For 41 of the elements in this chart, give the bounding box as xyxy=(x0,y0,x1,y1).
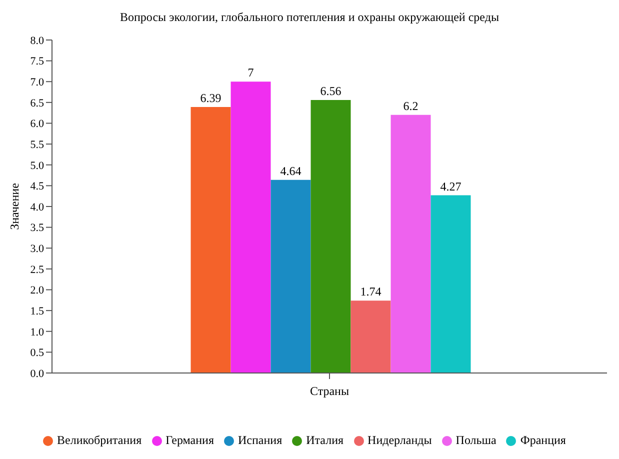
bar xyxy=(270,180,311,373)
chart-title: Вопросы экологии, глобального потепления и охраны окружающей среды xyxy=(118,9,500,26)
legend-label: Польша xyxy=(456,433,496,447)
bar xyxy=(390,114,431,373)
data-label: 4.27 xyxy=(440,179,462,194)
y-tick-label: 2.5 xyxy=(30,264,44,276)
y-tick-label: 1.5 xyxy=(30,305,44,318)
legend-label: Испания xyxy=(238,433,282,447)
bar xyxy=(230,82,271,373)
bar xyxy=(430,195,471,373)
y-tick-label: 3.0 xyxy=(30,243,44,256)
legend-label: Великобритания xyxy=(57,433,142,447)
y-tick-label: 6.5 xyxy=(30,97,44,110)
legend-label: Франция xyxy=(520,433,566,447)
data-label: 6.2 xyxy=(403,98,418,113)
y-tick-label: 4.0 xyxy=(30,201,44,214)
legend-label: Германия xyxy=(166,433,214,447)
legend-label: Италия xyxy=(306,433,344,447)
y-tick-label: 4.5 xyxy=(30,180,44,193)
y-tick-label: 6.0 xyxy=(30,118,44,130)
data-label: 4.64 xyxy=(280,164,302,178)
y-tick-label: 7.0 xyxy=(30,76,44,89)
y-tick-label: 0.5 xyxy=(30,347,44,360)
data-label: 6.39 xyxy=(200,91,222,106)
data-label: 6.56 xyxy=(320,84,342,98)
y-tick-label: 7.5 xyxy=(30,56,44,68)
data-label: 1.74 xyxy=(360,284,382,299)
y-tick-label: 5.5 xyxy=(30,138,44,151)
y-tick-label: 8.0 xyxy=(30,34,44,47)
legend-label: Нидерланды xyxy=(368,433,432,447)
y-tick-label: 0.0 xyxy=(30,368,44,380)
y-tick-label: 2.0 xyxy=(30,284,44,297)
bar xyxy=(350,300,391,373)
y-axis-title: Значение xyxy=(7,183,22,230)
x-axis-title: Страны xyxy=(310,384,350,398)
y-tick-label: 3.5 xyxy=(30,222,44,234)
bar xyxy=(310,100,351,373)
bar xyxy=(190,107,231,373)
y-tick-label: 5.0 xyxy=(30,160,44,172)
y-tick-label: 1.0 xyxy=(30,326,44,338)
data-label: 7 xyxy=(248,66,254,80)
